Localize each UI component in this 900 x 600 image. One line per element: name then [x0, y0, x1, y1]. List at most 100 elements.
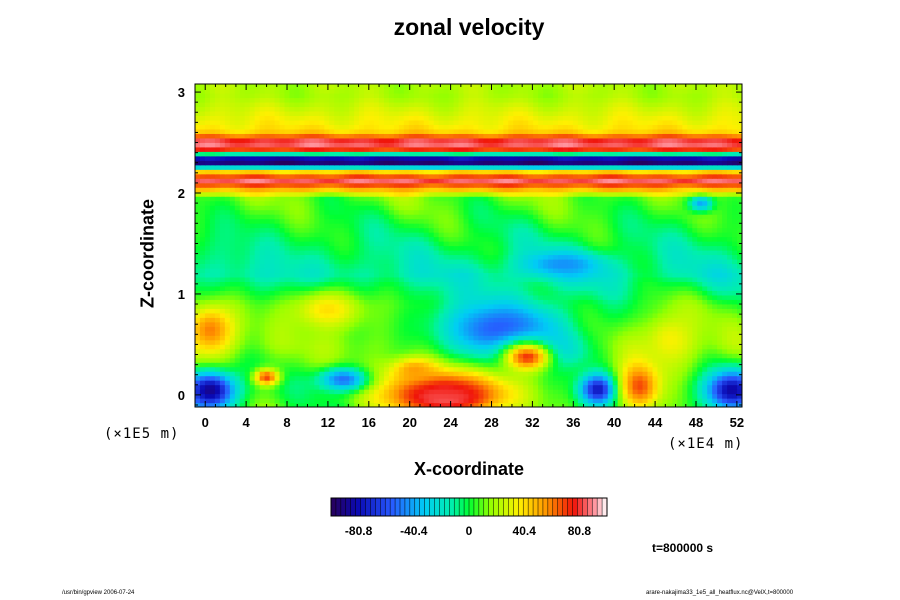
field-cell [234, 241, 241, 247]
field-cell [632, 326, 639, 332]
field-cell [423, 353, 430, 359]
field-cell [279, 348, 286, 354]
field-cell [388, 254, 395, 260]
field-cell [433, 267, 440, 274]
field-cell [587, 241, 594, 247]
field-cell [259, 241, 266, 247]
field-cell [682, 303, 688, 309]
field-cell [269, 384, 276, 390]
field-cell [607, 209, 614, 215]
field-cell [478, 344, 485, 350]
field-cell [229, 366, 236, 372]
field-cell [647, 254, 654, 260]
field-cell [398, 299, 405, 305]
field-cell [592, 263, 599, 269]
field-cell [195, 236, 201, 242]
field-cell [369, 263, 375, 269]
field-cell [204, 362, 211, 368]
field-cell [523, 371, 529, 377]
field-cell [438, 366, 445, 372]
field-cell [329, 389, 335, 395]
field-cell [722, 389, 728, 395]
field-cell [672, 294, 678, 300]
field-cell [259, 357, 266, 363]
field-cell [607, 258, 614, 265]
field-cell [562, 232, 569, 238]
field-cell [229, 200, 236, 206]
field-cell [622, 362, 629, 368]
field-cell [732, 258, 738, 265]
field-cell [632, 389, 639, 395]
field-cell [359, 389, 365, 395]
field-cell [329, 236, 335, 242]
field-cell [259, 236, 266, 242]
field-cell [737, 223, 742, 229]
field-cell [274, 393, 281, 399]
field-cell [687, 241, 693, 247]
field-cell [617, 375, 624, 381]
field-cell [567, 258, 574, 265]
field-cell [408, 245, 415, 251]
field-cell [702, 281, 708, 287]
field-cell [602, 380, 609, 386]
field-cell [204, 375, 211, 381]
field-cell [707, 241, 713, 247]
field-cell [493, 294, 499, 300]
field-cell [378, 384, 385, 390]
field-cell [488, 312, 494, 318]
field-cell [204, 218, 211, 224]
field-cell [443, 366, 450, 372]
field-cell [478, 214, 485, 220]
field-cell [667, 205, 673, 211]
field-cell [398, 326, 405, 332]
field-cell [453, 276, 460, 282]
field-cell [349, 384, 355, 390]
field-cell [582, 398, 589, 404]
field-cell [443, 339, 450, 345]
field-cell [582, 375, 589, 381]
field-cell [657, 232, 664, 238]
field-cell [632, 308, 639, 314]
field-cell [602, 335, 609, 341]
field-cell [448, 357, 455, 363]
field-cell [234, 348, 241, 354]
field-cell [249, 299, 256, 305]
field-cell [398, 205, 405, 211]
field-cell [702, 321, 708, 327]
field-cell [224, 402, 231, 407]
field-cell [498, 389, 504, 395]
field-cell [632, 232, 639, 238]
field-cell [413, 276, 420, 282]
field-cell [518, 330, 524, 336]
field-cell [647, 321, 654, 327]
field-cell [637, 335, 644, 341]
field-cell [692, 308, 698, 314]
field-cell [393, 402, 400, 407]
field-cell [289, 303, 296, 309]
field-cell [274, 344, 281, 350]
field-cell [438, 263, 445, 269]
field-cell [538, 335, 544, 341]
field-cell [259, 371, 266, 377]
field-cell [647, 290, 654, 296]
field-cell [289, 398, 296, 404]
field-cell [562, 308, 569, 314]
field-cell [572, 223, 579, 229]
field-cell [642, 209, 649, 215]
field-cell [364, 232, 370, 238]
field-cell [483, 299, 489, 305]
field-cell [473, 384, 480, 390]
field-cell [413, 263, 420, 269]
field-cell [453, 218, 460, 224]
field-cell [498, 366, 504, 372]
field-cell [324, 362, 330, 368]
field-cell [448, 384, 455, 390]
field-cell [423, 254, 430, 260]
field-cell [224, 303, 231, 309]
field-cell [528, 308, 534, 314]
field-cell [204, 263, 211, 269]
field-cell [294, 223, 301, 229]
field-cell [617, 218, 624, 224]
field-cell [383, 371, 390, 377]
field-cell [672, 263, 678, 269]
